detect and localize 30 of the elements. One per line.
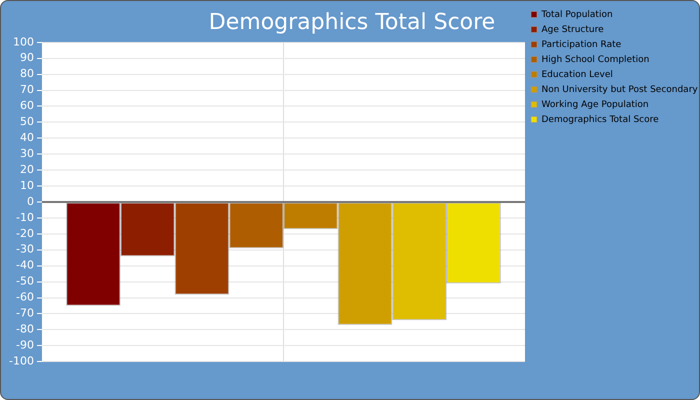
y-tick-label: -50 bbox=[16, 274, 34, 288]
y-tick-label: 100 bbox=[12, 35, 34, 48]
legend-label: Working Age Population bbox=[542, 100, 649, 110]
y-tick-label: -30 bbox=[16, 242, 34, 256]
chart-title: Demographics Total Score bbox=[208, 10, 496, 35]
y-tick-label: 70 bbox=[20, 83, 34, 96]
y-tick-label: 40 bbox=[20, 131, 34, 144]
y-tick-label: -100 bbox=[8, 354, 34, 368]
legend-label: Demographics Total Score bbox=[542, 114, 660, 125]
y-tick-label: -10 bbox=[16, 210, 34, 224]
y-tick-label: 90 bbox=[20, 51, 34, 64]
y-tick-label: 80 bbox=[20, 67, 34, 80]
y-tick-label: 0 bbox=[26, 194, 34, 208]
y-tick-label: 30 bbox=[20, 146, 34, 160]
y-tick-label: -60 bbox=[16, 290, 34, 304]
y-tick-label: -40 bbox=[16, 258, 34, 272]
y-tick-label: 20 bbox=[20, 162, 34, 176]
y-tick-label: 50 bbox=[20, 115, 34, 128]
legend-label: Education Level bbox=[542, 70, 613, 80]
y-tick-label: -70 bbox=[16, 306, 34, 320]
y-tick-label: -20 bbox=[16, 226, 34, 240]
legend-label: High School Completion bbox=[542, 54, 650, 65]
y-tick-label: 10 bbox=[20, 178, 34, 192]
y-tick-label: -90 bbox=[16, 338, 34, 352]
legend-label: Age Structure bbox=[542, 24, 604, 35]
y-tick-label: -80 bbox=[16, 322, 34, 336]
y-tick-label: 60 bbox=[20, 99, 34, 112]
legend-label: Participation Rate bbox=[542, 40, 622, 50]
legend-label: Non University but Post Secondary bbox=[542, 84, 698, 95]
legend-label: Total Population bbox=[540, 10, 613, 20]
